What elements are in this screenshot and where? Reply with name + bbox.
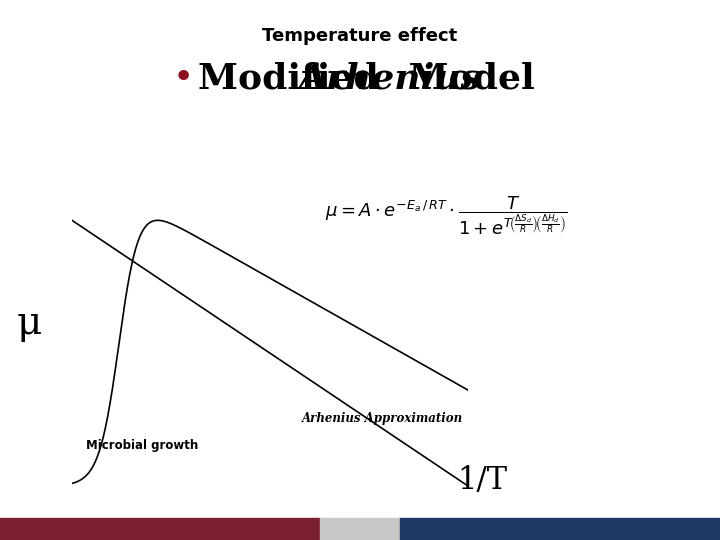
- Text: Modified: Modified: [198, 62, 392, 95]
- Text: •: •: [173, 62, 194, 95]
- Text: Model: Model: [396, 62, 535, 95]
- Text: Microbial growth: Microbial growth: [86, 439, 199, 452]
- Bar: [400, 518, 720, 540]
- Bar: [320, 518, 400, 540]
- Text: Arhenius: Arhenius: [299, 62, 482, 95]
- Text: Temperature effect: Temperature effect: [262, 27, 458, 45]
- Text: μ: μ: [16, 306, 42, 342]
- Bar: [0, 518, 320, 540]
- Text: $\mu = A \cdot e^{-E_a \,/\, RT} \cdot \dfrac{T}{1+e^{T\!\left(\frac{\Delta S_d}: $\mu = A \cdot e^{-E_a \,/\, RT} \cdot \…: [325, 194, 568, 238]
- Text: 1/T: 1/T: [457, 465, 508, 496]
- Text: Arhenius Approximation: Arhenius Approximation: [302, 412, 464, 425]
